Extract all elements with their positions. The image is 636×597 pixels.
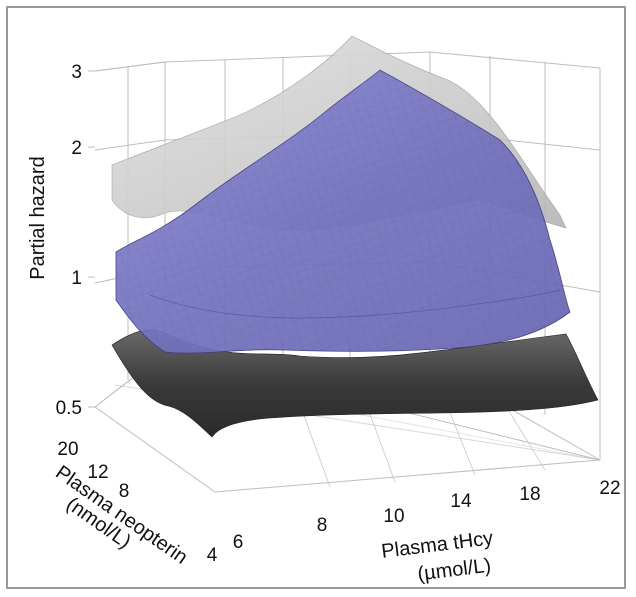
x-axis-label-line2: (µmol/L) xyxy=(416,555,492,586)
x-tick-label: 10 xyxy=(383,506,404,527)
x-tick-label: 8 xyxy=(317,515,328,536)
x-tick-label: 18 xyxy=(519,484,540,505)
z-tick-label: 3 xyxy=(71,62,82,83)
z-axis-ticks: 0.5 1 2 3 xyxy=(56,62,95,419)
x-tick-label: 14 xyxy=(450,491,472,512)
z-tick-label: 0.5 xyxy=(56,398,82,419)
z-tick-label: 2 xyxy=(71,138,82,159)
x-axis-ticks: 6 8 10 14 18 22 xyxy=(233,478,621,553)
z-tick-label: 1 xyxy=(71,268,82,289)
depth-axis-ticks: 4 8 12 20 xyxy=(57,439,217,566)
x-tick-label: 6 xyxy=(233,532,244,553)
x-tick-label: 22 xyxy=(599,478,620,499)
depth-tick-label: 12 xyxy=(87,462,108,483)
depth-tick-label: 4 xyxy=(207,545,218,566)
estimate-surface xyxy=(115,69,571,354)
depth-tick-label: 8 xyxy=(119,481,130,502)
lower-surface xyxy=(111,329,599,438)
depth-tick-label: 20 xyxy=(57,439,78,460)
z-axis-label: Partial hazard xyxy=(27,156,49,279)
